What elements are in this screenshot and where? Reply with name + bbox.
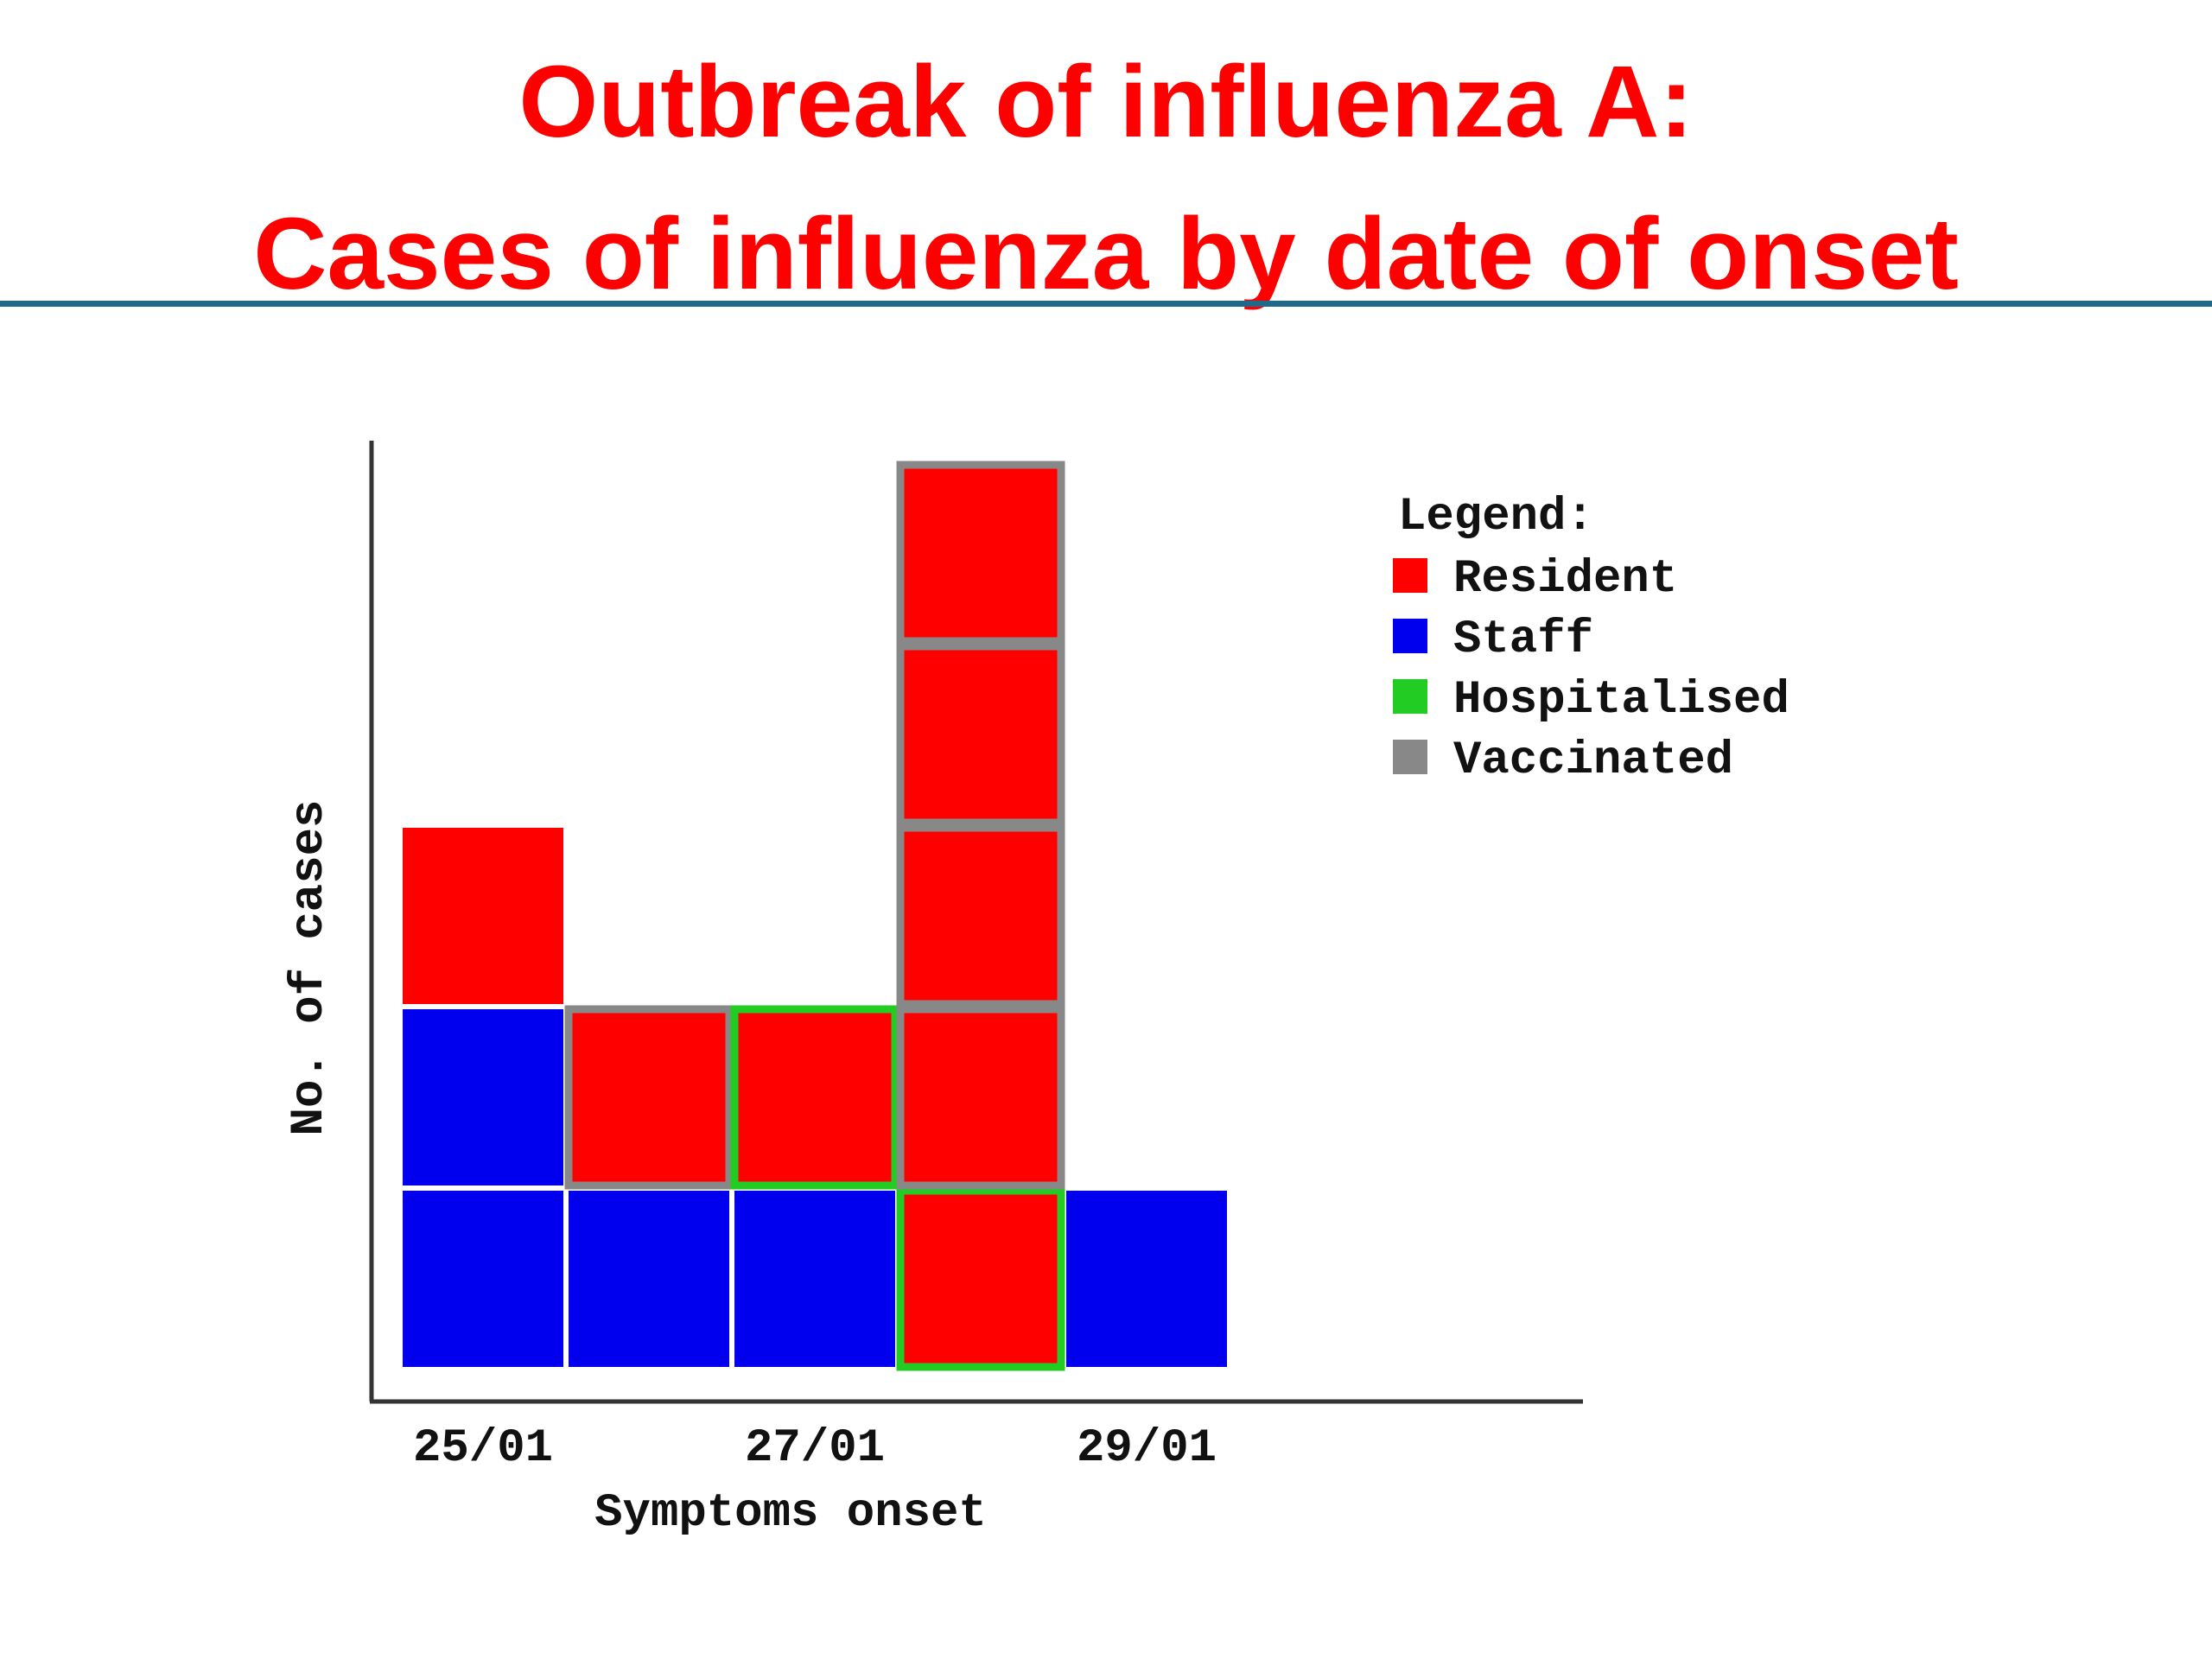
legend-label-vaccinated: Vaccinated [1453, 734, 1733, 787]
case-square-staff-1 [403, 1191, 563, 1367]
case-square-resident-8 [896, 1186, 1065, 1371]
case-square-staff-13 [1066, 1191, 1227, 1367]
case-square-resident-10 [896, 823, 1065, 1008]
legend-swatch-staff [1393, 619, 1427, 653]
title-line-1: Outbreak of influenza A: [518, 45, 1694, 159]
case-square-staff-6 [734, 1191, 895, 1367]
x-axis-title: Symptoms onset [594, 1487, 987, 1540]
legend-entries: Resident Staff Hospitalised Vaccinated [1393, 553, 1789, 787]
case-square-resident-12 [896, 461, 1065, 645]
legend-swatch-hospitalised [1393, 679, 1427, 714]
legend-label-hospitalised: Hospitalised [1453, 674, 1789, 727]
x-tick-label: 25/01 [413, 1422, 553, 1475]
case-square-resident-11 [896, 642, 1065, 827]
x-tick-labels: 25/01 27/01 29/01 [413, 1422, 1217, 1475]
legend-label-resident: Resident [1453, 553, 1677, 606]
y-axis-title: No. of cases [283, 800, 336, 1136]
legend-swatch-vaccinated [1393, 740, 1427, 774]
case-square-staff-2 [403, 1009, 563, 1185]
legend-swatch-resident [1393, 558, 1427, 593]
title-line-2: Cases of influenza by date of onset [253, 197, 1959, 311]
title-divider [0, 301, 2212, 307]
case-square-staff-4 [569, 1191, 729, 1367]
case-square-resident-9 [896, 1005, 1065, 1190]
case-marks [403, 461, 1227, 1371]
case-square-resident-7 [730, 1005, 899, 1190]
legend: Legend: Resident Staff Hospitalised Vaccina… [1393, 491, 1789, 787]
case-square-resident-3 [403, 828, 563, 1004]
x-tick-label: 29/01 [1077, 1422, 1217, 1475]
slide-title: Outbreak of influenza A: Cases of influe… [0, 26, 2212, 330]
x-tick-label: 27/01 [745, 1422, 885, 1475]
case-square-resident-5 [564, 1005, 734, 1190]
legend-label-staff: Staff [1453, 613, 1593, 666]
legend-title: Legend: [1398, 491, 1594, 543]
